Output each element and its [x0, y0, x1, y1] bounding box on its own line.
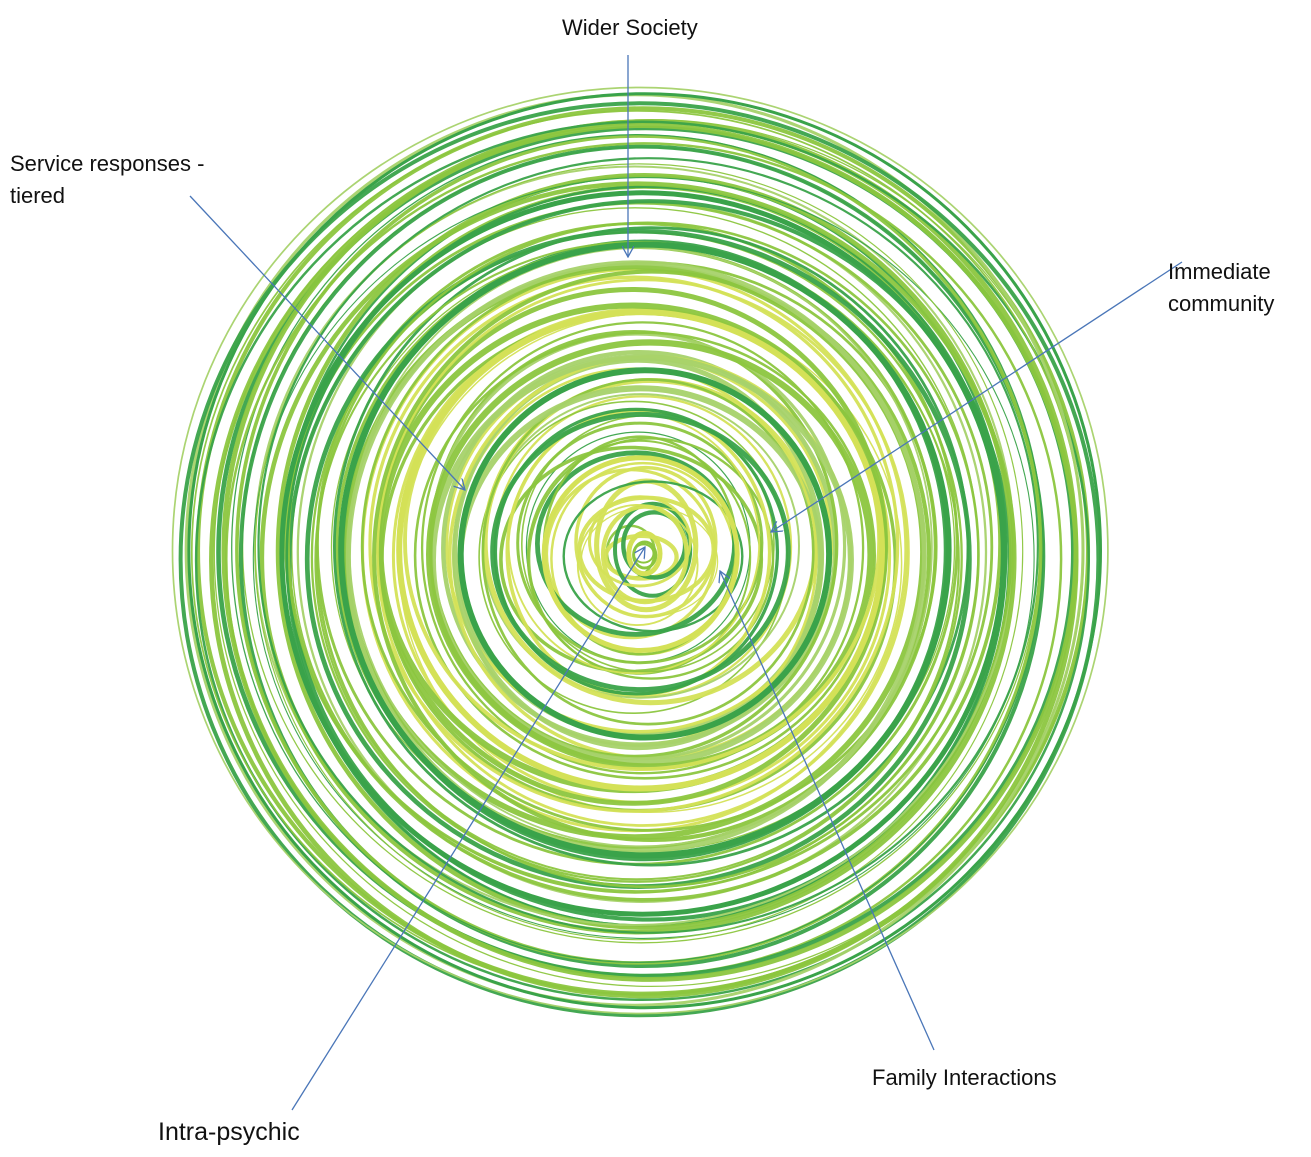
ring [396, 309, 885, 792]
ring [338, 241, 952, 859]
label-service-responses: Service responses - tiered [10, 148, 204, 212]
ring [275, 172, 1014, 930]
ring [368, 275, 900, 813]
ring [291, 207, 979, 894]
ring [257, 157, 1040, 934]
ring [209, 123, 1079, 999]
ring [490, 411, 791, 693]
ring [372, 269, 932, 843]
ring [171, 86, 1109, 1015]
ring [345, 260, 927, 854]
ring [231, 133, 1044, 964]
arrows-group [189, 55, 1183, 1111]
ring [279, 190, 1006, 917]
label-service-responses-line2: tiered [10, 183, 66, 208]
ring [194, 120, 1090, 1002]
ring [413, 331, 877, 780]
ring [252, 177, 1035, 939]
label-wider-society-text: Wider Society [562, 15, 698, 40]
ring [178, 101, 1101, 1018]
ring [420, 321, 865, 775]
ring [187, 92, 1102, 1010]
ring [376, 287, 889, 806]
label-immediate-community: Immediate community [1168, 256, 1274, 320]
arrow-family-interactions [720, 571, 935, 1051]
label-family-interactions: Family Interactions [872, 1062, 1057, 1094]
ring [516, 421, 764, 665]
label-intra-psychic: Intra-psychic [158, 1116, 300, 1148]
arrow-intra-psychic [291, 547, 645, 1111]
label-family-interactions-text: Family Interactions [872, 1065, 1057, 1090]
label-intra-psychic-text: Intra-psychic [158, 1118, 300, 1146]
arrow-immediate-community [771, 261, 1183, 532]
ring [254, 163, 1024, 941]
ring [481, 378, 815, 726]
label-immediate-community-line1: Immediate [1168, 259, 1271, 284]
ring [626, 530, 663, 577]
ring [541, 455, 740, 653]
label-immediate-community-line2: community [1168, 291, 1275, 316]
ring [348, 247, 933, 848]
label-wider-society: Wider Society [562, 12, 698, 44]
ring [493, 407, 780, 696]
ring [376, 278, 910, 827]
ring [632, 543, 655, 564]
label-service-responses-line1: Service responses - [10, 151, 205, 176]
arrow-service-responses [189, 195, 465, 490]
ring [429, 354, 854, 766]
ring [457, 367, 833, 741]
rings-group [171, 86, 1109, 1018]
ring [426, 339, 874, 770]
